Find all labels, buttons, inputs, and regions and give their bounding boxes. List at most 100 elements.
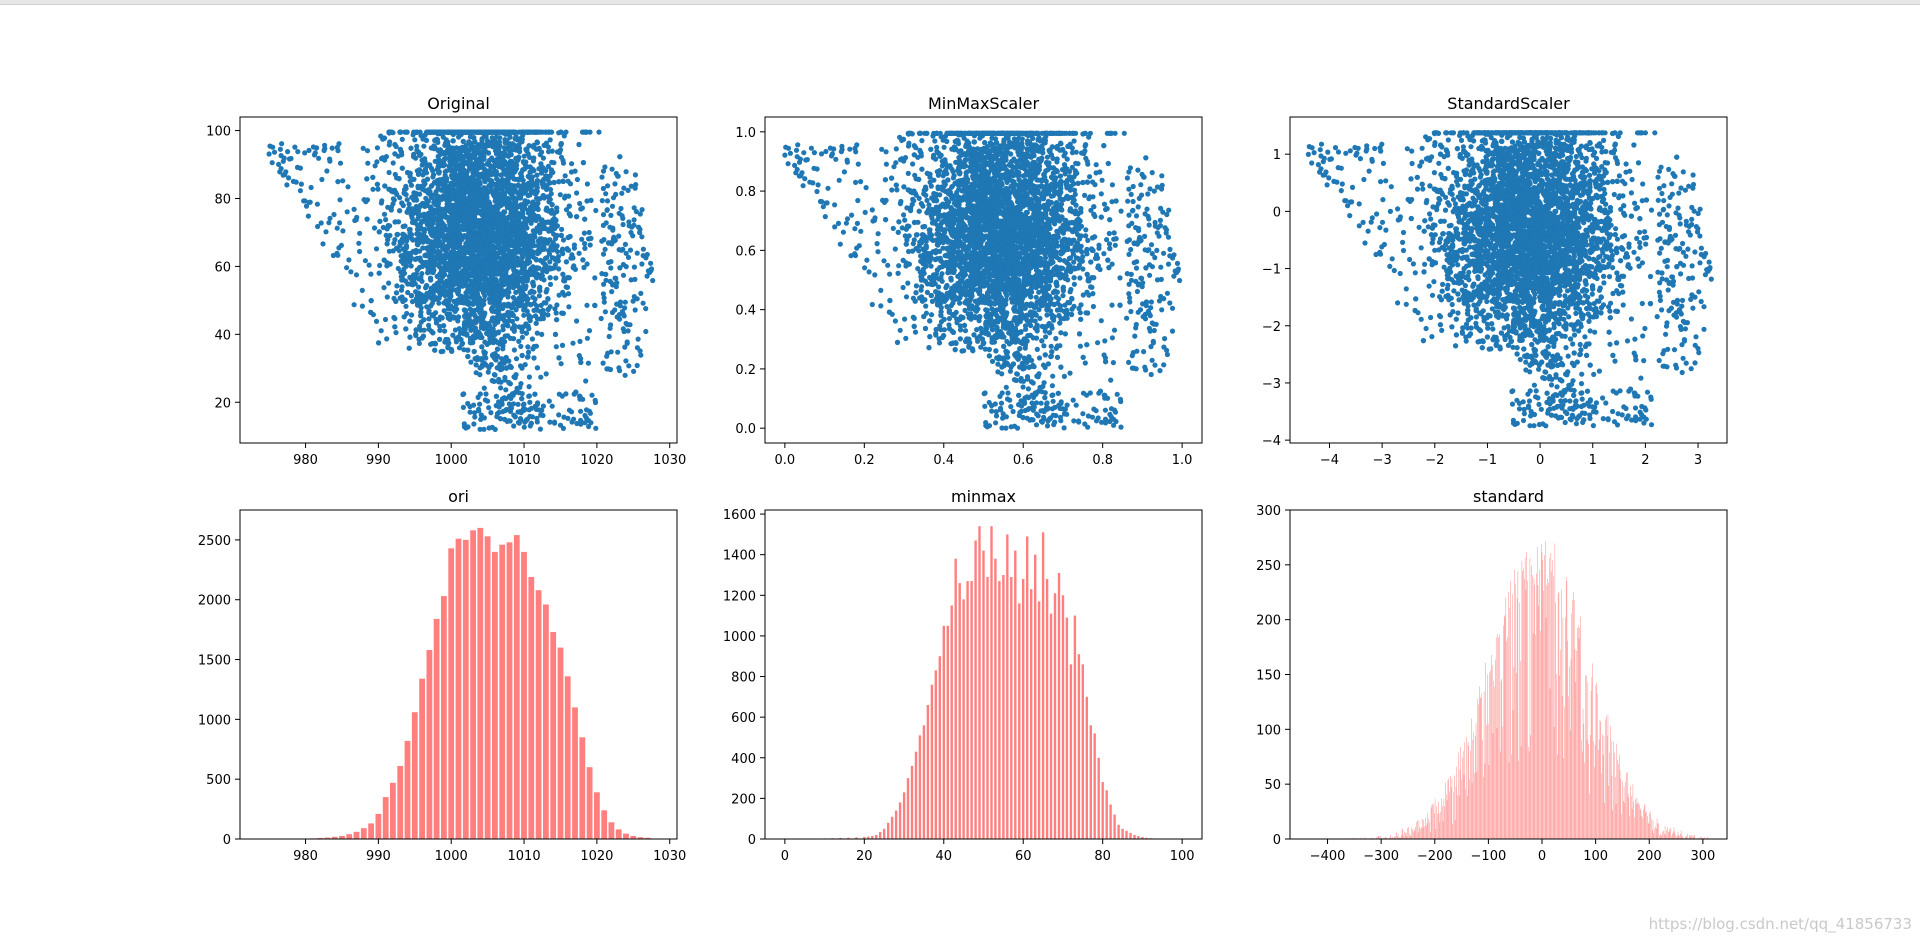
scatter-point [541, 277, 547, 283]
scatter-point [351, 302, 357, 308]
scatter-point [420, 172, 426, 178]
scatter-point [560, 160, 567, 166]
scatter-point [533, 343, 540, 349]
scatter-point [570, 340, 576, 346]
scatter-point [398, 253, 404, 259]
scatter-point [393, 330, 399, 336]
scatter-point [530, 199, 536, 205]
scatter-point [563, 207, 570, 213]
scatter-point [485, 160, 491, 166]
scatter-point [543, 255, 549, 261]
scatter-point [374, 145, 380, 151]
scatter-point [538, 257, 544, 264]
scatter-point [430, 330, 436, 336]
scatter-point [547, 186, 554, 193]
scatter-point [411, 176, 417, 182]
scatter-point [482, 339, 488, 345]
scatter-point [503, 356, 509, 362]
scatter-point [581, 264, 587, 271]
scatter-point [552, 306, 558, 312]
scatter-point [526, 384, 532, 390]
scatter-point [392, 187, 398, 193]
scatter-point [481, 349, 487, 355]
scatter-point [457, 145, 463, 152]
scatter-point [437, 232, 443, 238]
scatter-point [473, 220, 480, 226]
scatter-point [425, 259, 431, 265]
scatter-point [441, 323, 447, 329]
scatter-point [500, 323, 506, 329]
scatter-point [556, 179, 562, 185]
scatter-point [446, 274, 453, 280]
scatter-point [444, 301, 450, 307]
scatter-point [432, 347, 438, 353]
scatter-point [560, 237, 567, 243]
scatter-point [526, 143, 532, 149]
scatter-point [392, 219, 399, 225]
scatter-point [449, 168, 455, 174]
scatter-point [517, 363, 524, 369]
scatter-point [441, 187, 447, 194]
scatter-point [452, 235, 458, 242]
scatter-point [415, 222, 421, 228]
scatter-point [495, 365, 501, 371]
scatter-point [376, 340, 382, 346]
scatter-point [425, 189, 431, 195]
scatter-point [496, 287, 502, 293]
scatter-point [391, 240, 397, 246]
scatter-point [482, 293, 488, 299]
scatter-point [434, 280, 440, 287]
scatter-point [468, 339, 474, 345]
scatter-point [523, 321, 529, 327]
scatter-point [461, 321, 467, 327]
scatter-point [384, 260, 390, 266]
scatter-point [384, 336, 390, 342]
scatter-point [520, 159, 527, 165]
scatter-point [522, 362, 528, 368]
scatter-point [537, 288, 543, 294]
scatter-point [418, 309, 424, 315]
scatter-point [586, 229, 592, 236]
scatter-point [381, 285, 387, 291]
scatter-point [442, 267, 448, 273]
scatter-point [479, 164, 486, 170]
scatter-point [516, 338, 522, 344]
scatter-point [359, 287, 365, 293]
scatter-point [513, 249, 519, 256]
scatter-point [527, 290, 533, 296]
scatter-point [516, 390, 522, 396]
scatter-point [525, 344, 531, 350]
scatter-point [587, 242, 593, 248]
scatter-point [393, 290, 400, 296]
scatter-point [548, 265, 555, 271]
scatter-point [522, 199, 528, 205]
scatter-point [445, 345, 451, 351]
scatter-point [588, 197, 594, 203]
scatter-point [530, 283, 537, 289]
scatter-point [362, 258, 368, 264]
scatter-point [492, 191, 498, 197]
scatter-point [399, 200, 405, 206]
scatter-point [513, 262, 519, 268]
scatter-point [539, 331, 545, 337]
scatter-point [531, 243, 537, 249]
scatter-point [448, 293, 454, 299]
scatter-point [512, 129, 518, 135]
scatter-point [584, 181, 591, 187]
scatter-point [592, 275, 598, 281]
scatter-point [556, 292, 562, 298]
scatter-point [439, 315, 445, 321]
scatter-point [583, 129, 589, 135]
scatter-point [503, 365, 509, 371]
scatter-point [423, 137, 429, 143]
scatter-point [584, 335, 591, 341]
scatter-point [554, 317, 560, 323]
scatter-point [474, 167, 480, 173]
scatter-point [557, 192, 563, 198]
scatter-point [414, 143, 420, 149]
scatter-point [382, 157, 388, 163]
scatter-point [409, 312, 415, 318]
scatter-point [477, 282, 483, 288]
scatter-point [534, 330, 540, 336]
scatter-point [522, 220, 528, 226]
